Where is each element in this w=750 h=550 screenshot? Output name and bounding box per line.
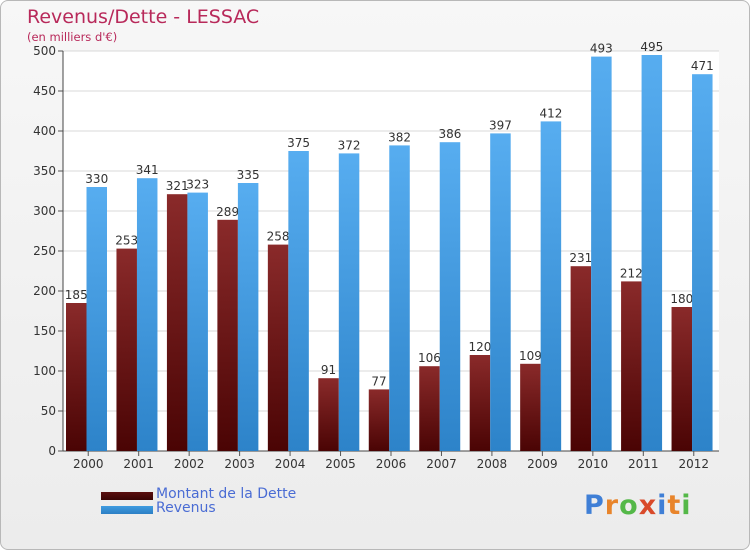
y-tick-label: 300	[33, 204, 56, 218]
y-tick-label: 500	[33, 44, 56, 58]
y-tick-label: 450	[33, 84, 56, 98]
x-tick-label: 2005	[325, 457, 356, 471]
data-label: 231	[569, 251, 592, 265]
chart-subtitle: (en milliers d'€)	[27, 30, 118, 44]
bar-dette	[217, 219, 238, 451]
x-tick-label: 2010	[578, 457, 609, 471]
bar-revenus	[540, 121, 562, 452]
data-label: 120	[468, 340, 491, 354]
logo-letter: P	[584, 490, 605, 521]
legend-label-revenus: Revenus	[156, 500, 216, 516]
bar-dette	[267, 244, 289, 451]
x-tick-label: 2008	[477, 457, 508, 471]
bar-revenus	[338, 153, 360, 451]
x-tick-label: 2003	[224, 457, 255, 471]
data-label: 321	[166, 179, 189, 193]
data-label: 372	[338, 138, 361, 152]
bar-revenus	[237, 183, 259, 451]
data-label: 109	[519, 349, 542, 363]
x-tick-label: 2000	[73, 457, 104, 471]
bar-dette	[469, 355, 491, 451]
data-label: 323	[186, 178, 209, 192]
data-label: 330	[85, 172, 108, 186]
legend-label-dette: Montant de la Dette	[156, 486, 297, 502]
data-label: 258	[267, 230, 290, 244]
bar-revenus	[136, 178, 158, 451]
x-tick-label: 2006	[376, 457, 407, 471]
bar-dette	[318, 378, 339, 451]
logo-letter: i	[681, 490, 692, 521]
data-label: 341	[136, 163, 159, 177]
bar-revenus	[288, 151, 309, 451]
x-tick-label: 2009	[527, 457, 558, 471]
bar-revenus	[389, 145, 410, 451]
data-label: 375	[287, 136, 310, 150]
x-tick-label: 2004	[275, 457, 306, 471]
data-label: 289	[216, 205, 239, 219]
bar-revenus	[692, 74, 713, 451]
legend-swatch-dette	[101, 492, 153, 500]
logo-letter: r	[604, 490, 620, 521]
data-label: 495	[640, 40, 663, 54]
data-label: 185	[65, 288, 88, 302]
data-label: 397	[489, 118, 512, 132]
x-tick-label: 2011	[628, 457, 659, 471]
x-tick-label: 2001	[123, 457, 154, 471]
y-tick-label: 50	[41, 404, 56, 418]
data-label: 212	[620, 266, 643, 280]
y-tick-label: 0	[48, 444, 56, 458]
x-tick-label: 2012	[678, 457, 709, 471]
proxiti-logo: Proxiti	[584, 490, 692, 521]
bar-revenus	[490, 133, 511, 451]
data-label: 471	[691, 59, 714, 73]
y-tick-label: 150	[33, 324, 56, 338]
bar-dette	[368, 389, 390, 451]
data-label: 382	[388, 130, 411, 144]
legend-swatch-revenus	[101, 506, 153, 514]
bar-dette	[419, 366, 440, 451]
logo-letter: t	[667, 490, 682, 521]
data-label: 493	[590, 42, 613, 56]
y-tick-label: 400	[33, 124, 56, 138]
logo-letter: o	[619, 490, 639, 521]
data-label: 412	[539, 106, 562, 120]
data-label: 386	[439, 127, 462, 141]
bar-revenus	[591, 56, 612, 451]
data-label: 91	[321, 363, 336, 377]
bar-dette	[621, 281, 642, 451]
bar-dette	[671, 307, 693, 451]
data-label: 335	[237, 168, 260, 182]
bar-dette	[520, 363, 541, 451]
data-label: 106	[418, 351, 441, 365]
bar-dette	[570, 266, 592, 451]
y-tick-label: 250	[33, 244, 56, 258]
bar-dette	[66, 303, 87, 451]
bar-revenus	[86, 187, 107, 451]
y-tick-label: 200	[33, 284, 56, 298]
data-label: 180	[670, 292, 693, 306]
y-tick-label: 100	[33, 364, 56, 378]
bar-dette	[116, 248, 137, 451]
y-tick-label: 350	[33, 164, 56, 178]
x-tick-label: 2002	[174, 457, 205, 471]
bar-revenus	[439, 142, 461, 451]
data-label: 77	[371, 374, 386, 388]
bar-revenus	[187, 192, 208, 451]
bar-revenus	[641, 55, 663, 451]
chart-title: Revenus/Dette - LESSAC	[27, 6, 260, 28]
x-tick-label: 2007	[426, 457, 457, 471]
logo-letter: i	[657, 490, 668, 521]
data-label: 253	[115, 234, 138, 248]
bar-dette	[166, 194, 188, 451]
logo-letter: x	[638, 490, 658, 521]
